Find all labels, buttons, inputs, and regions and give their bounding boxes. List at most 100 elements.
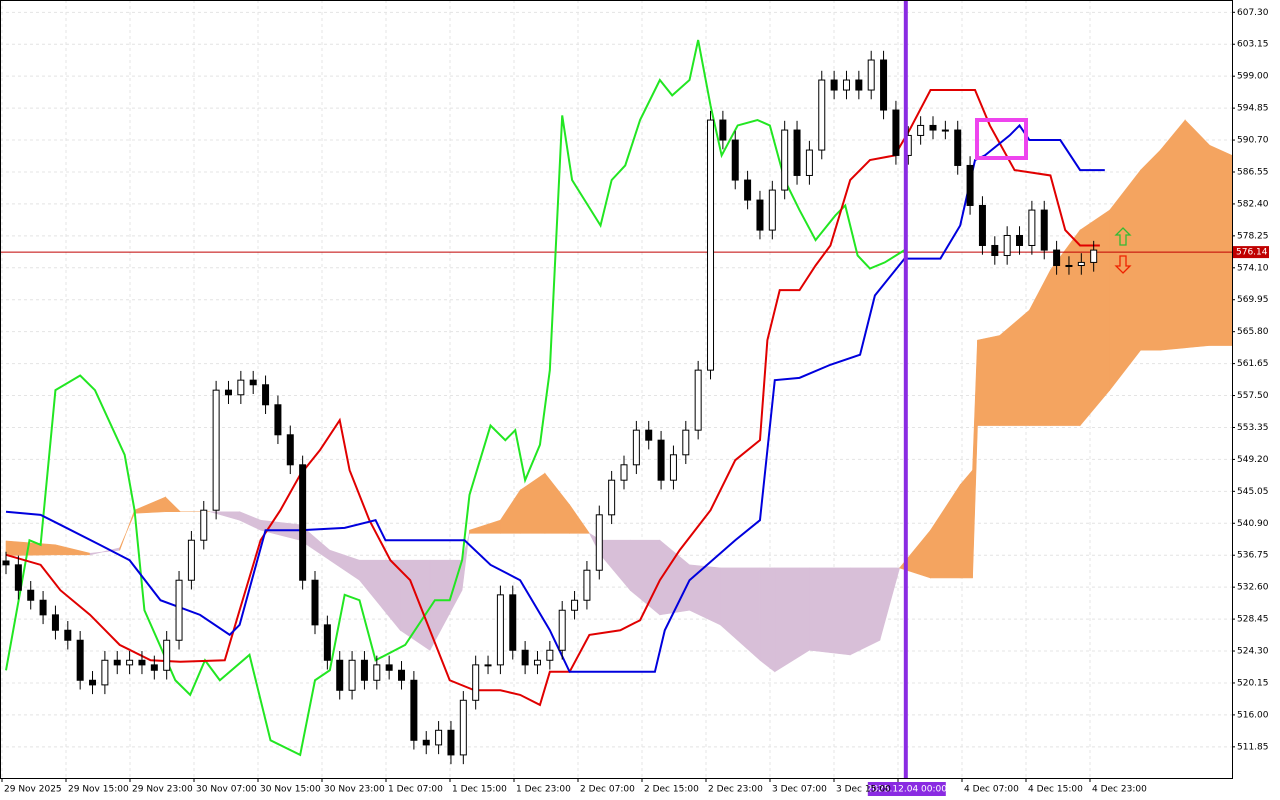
candle-body (509, 594, 517, 651)
down-arrow (1114, 255, 1132, 274)
candle-body (14, 564, 22, 591)
candle-body (336, 659, 344, 691)
candle-body (274, 404, 282, 436)
candle-body (175, 579, 183, 641)
x-tick-label: 30 Nov 23:00 (324, 785, 385, 795)
x-tick-label: 1 Dec 15:00 (452, 785, 507, 795)
candle-body (64, 629, 72, 641)
y-tick-label: 586.55 (1237, 167, 1269, 177)
candle-body (472, 664, 480, 701)
candle-body (163, 639, 171, 671)
candle-body (533, 659, 541, 666)
x-tick-label: 4 Dec 23:00 (1092, 785, 1147, 795)
candle-body (76, 639, 84, 681)
y-tick-label: 590.70 (1237, 136, 1269, 146)
y-tick-label: 578.25 (1237, 231, 1269, 241)
x-tick-label: 4 Dec 15:00 (1028, 785, 1083, 795)
candle-body (27, 589, 35, 601)
plot-frame (0, 0, 1233, 779)
cloud-segment (849, 567, 881, 656)
candle-body (929, 124, 937, 131)
candle-body (793, 129, 801, 176)
candle-body (2, 560, 10, 566)
y-tick-label: 599.00 (1237, 72, 1269, 82)
time-marker-label: 2025.12.04 00:00 (867, 785, 948, 795)
candle-body (1003, 234, 1011, 256)
y-tick-label: 524.30 (1237, 647, 1269, 657)
cloud-segment (165, 496, 182, 513)
candle-body (101, 659, 109, 686)
highlight-box (975, 118, 1028, 160)
y-tick-label: 516.00 (1237, 710, 1269, 720)
cloud-segment (959, 469, 973, 579)
candle-body (682, 429, 690, 456)
y-tick-label: 574.10 (1237, 263, 1269, 273)
candle-body (200, 509, 208, 541)
candle-body (410, 679, 418, 741)
candle-body (126, 659, 134, 666)
x-tick-label: 2 Dec 23:00 (708, 785, 763, 795)
overlays: 2025.12.04 00:00 (867, 0, 1132, 796)
candle-body (212, 389, 220, 511)
x-tick-label: 2 Dec 15:00 (644, 785, 699, 795)
candle-body (51, 614, 59, 631)
y-tick-label: 520.15 (1237, 678, 1269, 688)
candle-body (546, 649, 554, 661)
candles (2, 50, 1098, 765)
up-arrow (1114, 227, 1132, 246)
candle-body (954, 129, 962, 166)
candle-body (348, 659, 356, 691)
candle-body (422, 739, 430, 746)
candle-body (657, 439, 665, 481)
y-tick-label: 603.15 (1237, 40, 1269, 50)
candle-body (113, 659, 121, 666)
cloud-segment (1160, 119, 1186, 351)
candle-body (966, 164, 974, 206)
cloud-segment (879, 567, 901, 641)
candle-body (855, 79, 863, 91)
candle-body (459, 699, 467, 756)
candle-body (89, 679, 97, 686)
y-tick-label: 536.75 (1237, 551, 1269, 561)
candle-body (249, 379, 257, 386)
x-tick-label: 1 Dec 23:00 (516, 785, 571, 795)
x-tick-label: 3 Dec 15:00 (836, 785, 891, 795)
candle-body (694, 369, 702, 431)
y-tick-label: 532.60 (1237, 583, 1269, 593)
candle-body (632, 429, 640, 466)
candle-body (360, 659, 368, 681)
candle-body (138, 659, 146, 666)
y-tick-label: 569.95 (1237, 295, 1269, 305)
candle-body (620, 464, 628, 481)
candle-body (867, 59, 875, 91)
x-tick-label: 30 Nov 15:00 (260, 785, 321, 795)
candle-body (892, 109, 900, 156)
price-tag: 576.14 (1236, 248, 1268, 258)
candle-body (311, 579, 319, 626)
y-tick-label: 553.35 (1237, 423, 1269, 433)
y-tick-label: 540.90 (1237, 519, 1269, 529)
price-tag-bg (1233, 246, 1269, 259)
candle-body (805, 149, 813, 176)
y-tick-label: 511.85 (1237, 742, 1269, 752)
y-tick-label: 607.30 (1237, 8, 1269, 18)
candle-body (286, 434, 294, 466)
candle-body (830, 79, 838, 91)
cloud-segment (759, 567, 776, 673)
x-tick-label: 3 Dec 07:00 (772, 785, 827, 795)
y-tick-label: 561.65 (1237, 359, 1269, 369)
candle-body (447, 729, 455, 756)
candle-body (299, 464, 307, 581)
indicator-line (5, 39, 906, 757)
candle-body (262, 384, 270, 406)
candle-body (719, 119, 727, 141)
cloud-segment (1209, 144, 1233, 346)
candle-body (224, 389, 232, 396)
x-tick-label: 1 Dec 07:00 (388, 785, 443, 795)
y-tick-label: 528.45 (1237, 615, 1269, 625)
candle-body (756, 199, 764, 231)
y-tick-label: 594.85 (1237, 104, 1269, 114)
